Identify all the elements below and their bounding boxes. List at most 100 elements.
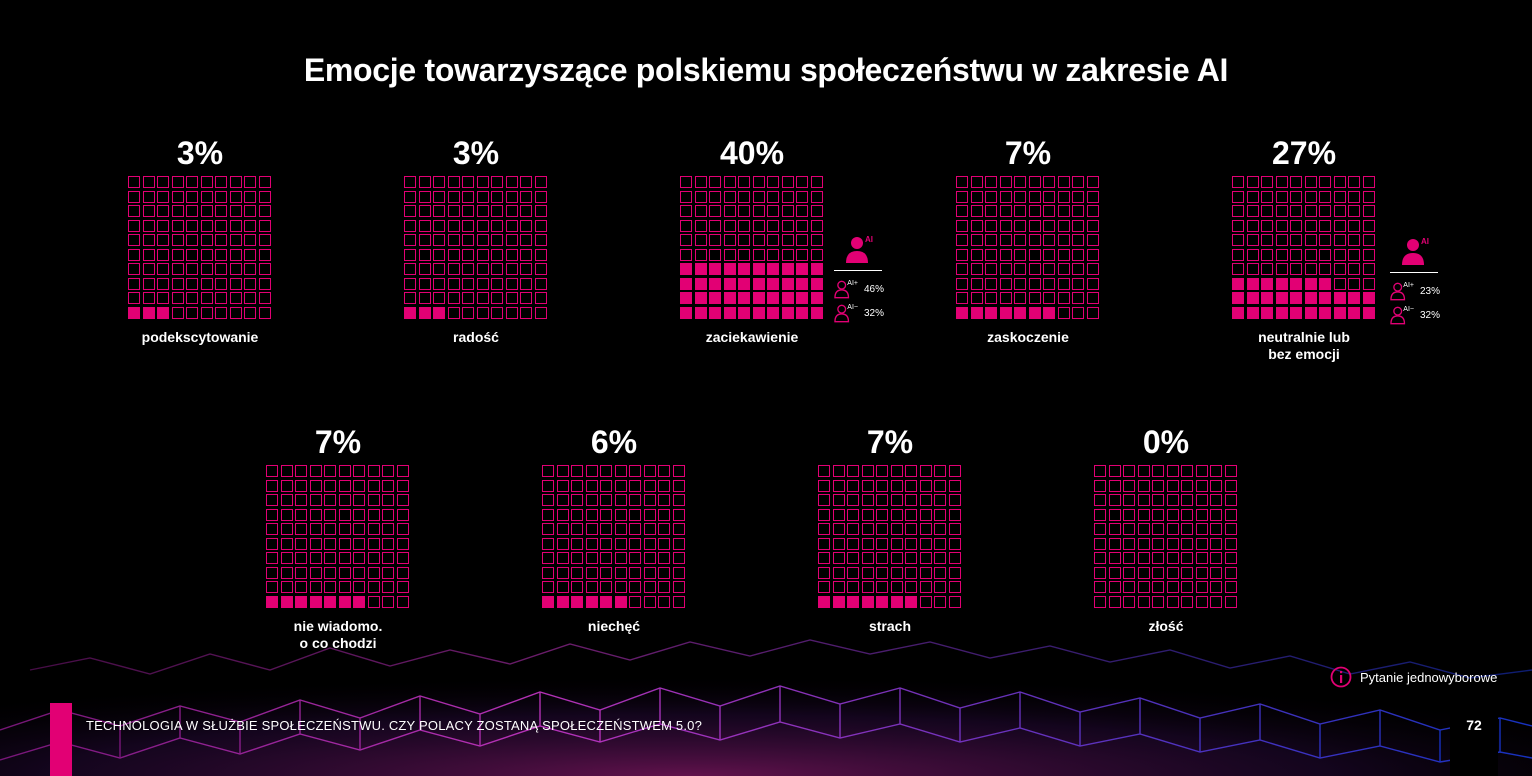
waffle-cell-empty (367, 581, 380, 593)
waffle-cell-empty (948, 508, 961, 521)
waffle-cell-empty (1057, 219, 1070, 232)
waffle-cell-empty (680, 176, 692, 188)
waffle-cell-empty (1028, 234, 1041, 246)
waffle-cell-empty (404, 234, 416, 246)
waffle-cell-empty (818, 581, 830, 593)
waffle-cell-empty (818, 566, 830, 579)
waffle-cell-empty (905, 581, 917, 593)
waffle-cell-empty (585, 523, 598, 535)
waffle-cell-empty (418, 219, 431, 232)
waffle-cell-empty (1333, 205, 1346, 217)
waffle-cell-empty (571, 523, 583, 535)
waffle-cell-empty (1072, 176, 1084, 188)
waffle-cell-empty (818, 537, 830, 550)
waffle-item-nie-wiadomo: 7% nie wiadomo. o co chodzi (265, 425, 411, 652)
waffle-cell-empty (890, 494, 903, 506)
waffle-cell-empty (1028, 176, 1041, 188)
waffle-cell-empty (934, 566, 946, 579)
waffle-cell-empty (600, 465, 612, 477)
waffle-cell-filled (1362, 306, 1375, 319)
waffle-cell-empty (128, 277, 140, 290)
waffle-cell-empty (1152, 595, 1164, 608)
value-label: 6% (590, 424, 638, 460)
waffle-cell-filled (1028, 306, 1041, 319)
waffle-cell-empty (1123, 581, 1135, 593)
waffle-cell-empty (905, 494, 917, 506)
waffle-cell-empty (353, 566, 365, 579)
waffle-cell-empty (309, 537, 322, 550)
waffle-cell-empty (258, 306, 271, 319)
waffle-cell-empty (585, 494, 598, 506)
waffle-cell-empty (1072, 219, 1084, 232)
waffle-cell-empty (680, 190, 692, 203)
waffle-cell-empty (338, 581, 351, 593)
waffle-cell-empty (324, 552, 336, 564)
waffle-cell-empty (200, 205, 213, 217)
waffle-cell-empty (1014, 248, 1026, 261)
waffle-cell-empty (985, 292, 997, 304)
waffle-cell-empty (600, 581, 612, 593)
waffle-cell-empty (818, 465, 830, 477)
waffle-cell-empty (1166, 581, 1179, 593)
waffle-cell-empty (709, 190, 721, 203)
waffle-cell-empty (476, 263, 489, 275)
breakdown-row: AI− 32% (1390, 303, 1440, 327)
waffle-cell-empty (876, 465, 888, 477)
waffle-cell-empty (861, 581, 874, 593)
waffle-grid (1232, 176, 1375, 319)
waffle-cell-empty (709, 234, 721, 246)
waffle-cell-empty (476, 306, 489, 319)
waffle-cell-empty (629, 508, 641, 521)
waffle-cell-empty (1261, 205, 1273, 217)
waffle-cell-empty (556, 566, 569, 579)
waffle-cell-empty (266, 508, 278, 521)
waffle-cell-empty (309, 566, 322, 579)
waffle-cell-empty (1043, 277, 1055, 290)
waffle-cell-empty (1072, 292, 1084, 304)
waffle-cell-empty (128, 205, 140, 217)
waffle-cell-empty (905, 566, 917, 579)
waffle-cell-filled (680, 277, 692, 290)
waffle-cell-empty (396, 537, 409, 550)
waffle-cell-empty (629, 537, 641, 550)
waffle-cell-empty (520, 248, 532, 261)
waffle-cell-empty (1043, 205, 1055, 217)
waffle-cell-empty (600, 523, 612, 535)
waffle-cell-filled (818, 595, 830, 608)
waffle-cell-empty (476, 234, 489, 246)
waffle-cell-empty (382, 508, 394, 521)
breakdown-value: 23% (1419, 285, 1440, 297)
waffle-cell-empty (1137, 494, 1150, 506)
waffle-cell-empty (1232, 190, 1244, 203)
waffle-cell-empty (142, 176, 155, 188)
waffle-cell-empty (1123, 508, 1135, 521)
waffle-cell-empty (505, 234, 518, 246)
waffle-cell-empty (861, 552, 874, 564)
waffle-cell-empty (1014, 292, 1026, 304)
waffle-cell-empty (585, 566, 598, 579)
breakdown-row: AI+ 23% (1390, 279, 1440, 303)
waffle-cell-empty (672, 494, 685, 506)
category-label: podekscytowanie (141, 328, 259, 345)
waffle-cell-filled (723, 292, 736, 304)
waffle-cell-empty (462, 176, 474, 188)
waffle-cell-empty (200, 277, 213, 290)
waffle-cell-empty (752, 219, 765, 232)
waffle-cell-empty (861, 566, 874, 579)
waffle-cell-empty (999, 234, 1012, 246)
waffle-cell-empty (1290, 219, 1302, 232)
waffle-cell-empty (1304, 263, 1317, 275)
waffle-cell-empty (723, 176, 736, 188)
waffle-cell-empty (919, 581, 932, 593)
waffle-cell-empty (1094, 581, 1106, 593)
waffle-cell-empty (600, 508, 612, 521)
waffle-cell-empty (1094, 465, 1106, 477)
waffle-cell-empty (614, 581, 627, 593)
waffle-item-strach: 7% strach (817, 425, 963, 635)
waffle-cell-filled (1319, 306, 1331, 319)
waffle-cell-empty (215, 176, 227, 188)
waffle-cell-empty (505, 176, 518, 188)
waffle-cell-empty (433, 263, 445, 275)
waffle-cell-empty (571, 581, 583, 593)
waffle-cell-empty (1123, 537, 1135, 550)
